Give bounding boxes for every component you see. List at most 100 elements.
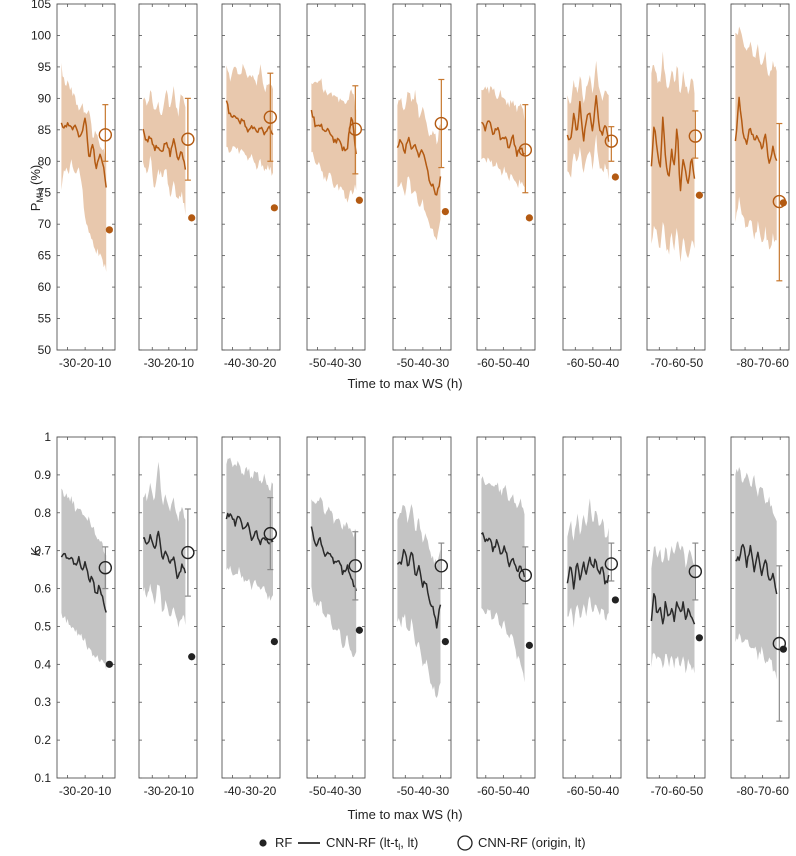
kappa-y-tick-label: 0.7 — [34, 544, 51, 558]
kappa-panel-6: -60 -50 -40 — [476, 436, 536, 798]
pmh-cnn-rf-origin-point — [181, 132, 195, 146]
pmh-panel-3: -40 -30 -20 — [221, 3, 281, 370]
pmh-rf-point — [611, 173, 619, 181]
kappa-uncertainty-band — [397, 504, 441, 698]
kappa-cnn-rf-lt-line — [650, 593, 696, 625]
kappa-x-tick-label: -10 — [177, 784, 195, 798]
kappa-uncertainty-band — [311, 496, 357, 658]
pmh-x-tick-label: -40 — [512, 356, 530, 370]
kappa-x-axis-title: Time to max WS (h) — [347, 807, 462, 822]
pmh-y-tick-label: 90 — [38, 91, 52, 105]
pmh-rf-point — [188, 214, 196, 222]
kappa-cnn-rf-origin-point — [263, 526, 278, 541]
kappa-y-tick-label: 0.8 — [34, 506, 51, 520]
kappa-x-tick-label: -40 — [414, 784, 432, 798]
pmh-cnn-rf-lt-line — [650, 116, 696, 192]
kappa-y-tick-label: 0.3 — [34, 695, 51, 709]
legend-rf-marker — [259, 839, 267, 847]
pmh-axes-box — [221, 3, 281, 351]
kappa-uncertainty-band — [61, 488, 107, 671]
kappa-y-tick-label: 0.2 — [34, 733, 51, 747]
pmh-x-tick-label: -20 — [160, 356, 178, 370]
kappa-x-tick-label: -50 — [495, 784, 513, 798]
pmh-y-tick-label: 95 — [38, 60, 52, 74]
kappa-cnn-rf-lt-line — [396, 548, 442, 629]
kappa-uncertainty-band — [481, 476, 525, 683]
pmh-x-tick-label: -40 — [224, 356, 242, 370]
pmh-axes-box — [476, 3, 536, 351]
pmh-panel-5: -50 -40 -30 — [392, 3, 452, 370]
pmh-cnn-rf-origin-point — [348, 122, 363, 136]
pmh-x-tick-label: -70 — [651, 356, 669, 370]
pmh-panel-4: -50 -40 -30 — [306, 3, 366, 370]
kappa-x-tick-label: -10 — [94, 784, 112, 798]
pmh-uncertainty-band — [61, 62, 107, 272]
kappa-y-axis-title: K — [28, 546, 43, 556]
kappa-y-tick-label: 0.9 — [34, 468, 51, 482]
kappa-cnn-rf-origin-point — [688, 564, 703, 579]
kappa-x-tick-label: -70 — [754, 784, 772, 798]
kappa-x-tick-label: -40 — [224, 784, 242, 798]
kappa-cnn-rf-origin-point — [181, 545, 195, 560]
kappa-axes-box — [138, 436, 198, 779]
kappa-axes-box — [730, 436, 790, 779]
pmh-axes-box — [306, 3, 366, 351]
kappa-axes-box — [476, 436, 536, 779]
pmh-y-tick-label: 50 — [38, 343, 52, 357]
pmh-axes-box — [562, 3, 622, 351]
pmh-x-tick-label: -60 — [772, 356, 790, 370]
pmh-x-tick-label: -60 — [567, 356, 585, 370]
pmh-uncertainty-band — [143, 86, 186, 216]
kappa-rf-point — [611, 596, 619, 604]
pmh-rf-point — [525, 214, 533, 222]
pmh-x-tick-label: -30 — [144, 356, 162, 370]
kappa-panel-1: -30 -20 -10 — [56, 436, 116, 798]
kappa-panel-2: -30 -20 -10 — [138, 436, 198, 798]
kappa-x-tick-label: -30 — [144, 784, 162, 798]
kappa-x-tick-label: -80 — [736, 784, 754, 798]
pmh-rf-point — [355, 196, 363, 204]
legend-rf-label: RF — [275, 835, 292, 850]
pmh-panel-1: -30 -20 -10 — [56, 3, 116, 370]
kappa-axes-box — [221, 436, 281, 779]
kappa-axes-box — [646, 436, 706, 779]
kappa-cnn-rf-lt-line — [566, 556, 610, 590]
pmh-x-tick-label: -40 — [602, 356, 620, 370]
kappa-x-tick-label: -40 — [512, 784, 530, 798]
kappa-x-tick-label: -50 — [397, 784, 415, 798]
kappa-x-tick-label: -30 — [241, 784, 259, 798]
kappa-x-tick-label: -30 — [344, 784, 362, 798]
kappa-x-tick-label: -60 — [668, 784, 686, 798]
kappa-uncertainty-band — [143, 461, 186, 628]
pmh-cnn-rf-lt-line — [566, 95, 610, 142]
kappa-axes-box — [562, 436, 622, 779]
kappa-rf-point — [779, 645, 787, 653]
kappa-panel-8: -70 -60 -50 — [646, 436, 706, 798]
pmh-y-tick-label: 80 — [38, 154, 52, 168]
legend-cnn-origin-label: CNN-RF (origin, lt) — [478, 835, 586, 850]
kappa-cnn-rf-lt-line — [480, 532, 526, 578]
kappa-x-tick-label: -60 — [567, 784, 585, 798]
kappa-x-tick-label: -60 — [772, 784, 790, 798]
kappa-rf-point — [188, 653, 196, 661]
kappa-panel-5: -50 -40 -30 — [392, 436, 452, 798]
kappa-cnn-rf-lt-line — [735, 543, 778, 595]
pmh-cnn-rf-lt-line — [396, 136, 442, 196]
pmh-panel-9: -80 -70 -60 — [730, 3, 790, 370]
kappa-cnn-rf-origin-point — [772, 636, 787, 651]
pmh-x-tick-label: -60 — [477, 356, 495, 370]
kappa-rf-point — [270, 638, 278, 646]
pmh-axes-box — [392, 3, 452, 351]
pmh-cnn-rf-origin-point — [263, 110, 278, 124]
pmh-cnn-rf-lt-line — [481, 120, 525, 157]
pmh-x-tick-label: -30 — [59, 356, 77, 370]
pmh-axes-box — [646, 3, 706, 351]
kappa-y-tick-label: 0.6 — [34, 582, 51, 596]
legend-cnn-lt-label: CNN-RF (lt-tl, lt) — [326, 835, 418, 852]
pmh-y-tick-label: 105 — [31, 0, 51, 11]
pmh-cnn-rf-lt-line — [734, 96, 778, 164]
kappa-x-tick-label: -20 — [259, 784, 277, 798]
kappa-x-tick-label: -30 — [59, 784, 77, 798]
pmh-y-axis-title: PMH (%) — [28, 165, 45, 212]
